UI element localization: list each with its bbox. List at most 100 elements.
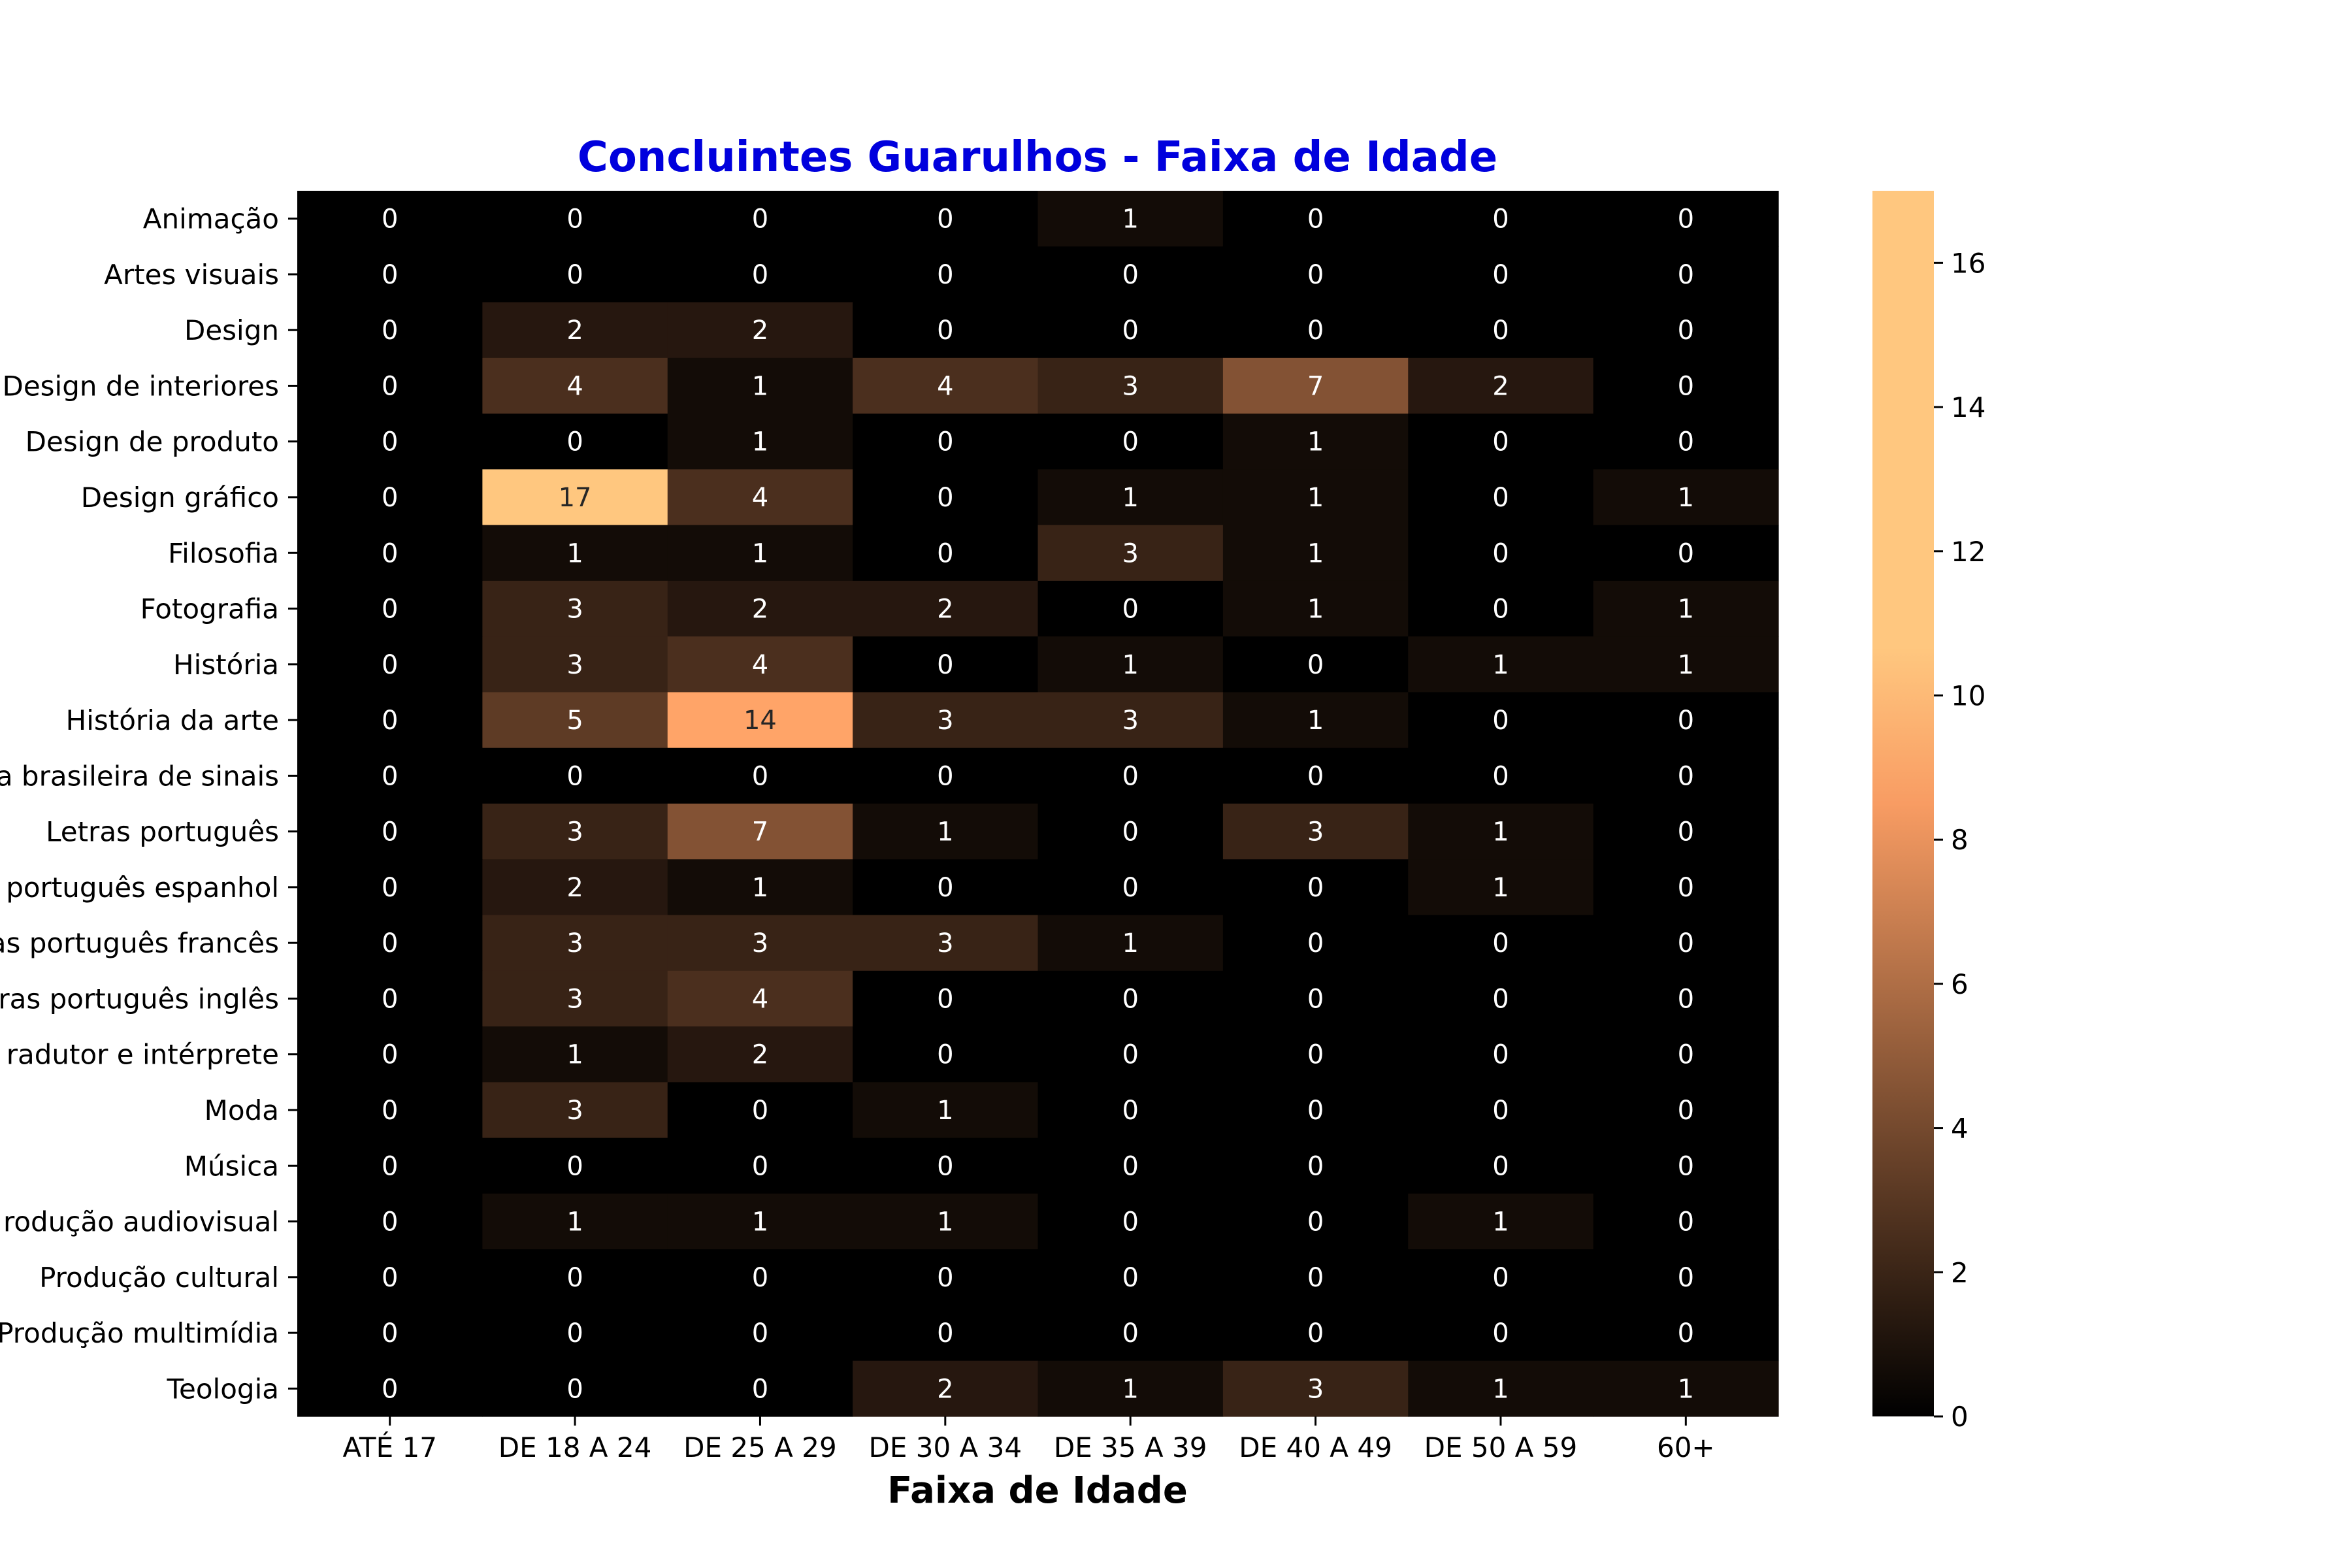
cell-value-label: 0: [1492, 595, 1509, 625]
y-axis: Animação Artes visuais Design Design de int…: [0, 203, 297, 1405]
cell-value-label: 0: [1122, 761, 1138, 791]
cell-value-label: 3: [566, 1096, 583, 1126]
cell-value-label: 2: [937, 1374, 953, 1404]
heatmap-cell: [1593, 1137, 1779, 1194]
heatmap-cell: [1222, 191, 1409, 247]
cell-value-label: 0: [1307, 928, 1324, 958]
heatmap-cell: [1408, 804, 1594, 860]
heatmap-cell: [297, 525, 483, 581]
cell-value-label: 17: [559, 483, 592, 513]
cell-value-label: 4: [752, 483, 768, 513]
heatmap-cell: [1593, 191, 1779, 247]
heatmap-cell: [1408, 692, 1594, 749]
y-tick-label: Artes visuais: [104, 259, 279, 291]
cell-value-label: 0: [1678, 873, 1694, 903]
cell-value-label: 1: [1492, 650, 1509, 680]
heatmap-cell: [1222, 1026, 1409, 1083]
cell-value-label: 0: [382, 817, 398, 847]
cell-value-label: 0: [1492, 1040, 1509, 1070]
heatmap-cell: [1593, 414, 1779, 470]
x-tick-label: DE 30 A 34: [869, 1431, 1022, 1463]
colorbar: 0 2 4 6 8 10 12 14 16: [1872, 191, 1985, 1433]
cell-value-label: 0: [1122, 316, 1138, 346]
heatmap-cell: [853, 747, 1039, 804]
heatmap-cell: [1222, 246, 1409, 303]
heatmap-cell: [297, 747, 483, 804]
cell-value-label: 0: [1492, 761, 1509, 791]
heatmap-cell: [1593, 1193, 1779, 1250]
heatmap-cell: [297, 915, 483, 972]
heatmap-cell: [1408, 357, 1594, 414]
y-tick-label: Música: [184, 1150, 279, 1182]
cell-value-label: 0: [1307, 260, 1324, 290]
cell-value-label: 0: [382, 371, 398, 401]
colorbar-tick-label: 4: [1951, 1113, 1968, 1145]
heatmap-cell: [1222, 469, 1409, 526]
heatmap-cell: [853, 915, 1039, 972]
cell-value-label: 0: [1307, 204, 1324, 235]
heatmap-cell: [482, 804, 668, 860]
x-tick-label: DE 35 A 39: [1054, 1431, 1207, 1463]
cell-value-label: 0: [1678, 1151, 1694, 1181]
cell-value-label: 1: [1307, 538, 1324, 568]
cell-value-label: 0: [566, 1263, 583, 1293]
heatmap-cell: [482, 191, 668, 247]
cell-value-label: 0: [1678, 1096, 1694, 1126]
cell-value-label: 0: [1678, 1207, 1694, 1237]
heatmap-cell: [1222, 357, 1409, 414]
y-tick-label: Letras português: [46, 816, 279, 848]
cell-value-label: 0: [752, 1096, 768, 1126]
y-tick-label: Fotografia: [140, 593, 279, 625]
y-tick-label: História da arte: [66, 704, 279, 736]
cell-value-label: 0: [566, 1151, 583, 1181]
heatmap-cell: [667, 580, 853, 637]
heatmap-cell: [1037, 1193, 1224, 1250]
cell-value-label: 0: [752, 1318, 768, 1348]
heatmap-cell: [1408, 1082, 1594, 1139]
heatmap-cell: [297, 191, 483, 247]
heatmap-cell: [1593, 636, 1779, 693]
cell-value-label: 3: [752, 928, 768, 958]
cell-value-label: 1: [1678, 483, 1694, 513]
heatmap-cell: [1037, 1249, 1224, 1306]
cell-value-label: 0: [937, 483, 953, 513]
heatmap-cell: [853, 191, 1039, 247]
cell-value-label: 0: [382, 1318, 398, 1348]
cell-value-label: 3: [1122, 371, 1138, 401]
cell-value-label: 0: [937, 1040, 953, 1070]
cell-value-label: 0: [1307, 1151, 1324, 1181]
heatmap-cell: [853, 580, 1039, 637]
heatmap-cell: [1593, 246, 1779, 303]
cell-value-label: 0: [752, 204, 768, 235]
cell-value-label: 0: [1678, 928, 1694, 958]
heatmap-cell: [1408, 302, 1594, 359]
y-tick-label: Animação: [143, 203, 279, 235]
heatmap-cell: [1222, 804, 1409, 860]
y-tick-label: História: [173, 649, 279, 681]
cell-value-label: 0: [1492, 1151, 1509, 1181]
heatmap-cell: [1222, 1082, 1409, 1139]
cell-value-label: 0: [1492, 706, 1509, 736]
cell-value-label: 0: [382, 1207, 398, 1237]
cell-value-label: 1: [937, 1207, 953, 1237]
cell-value-label: 0: [937, 1263, 953, 1293]
heatmap-cell: [1037, 1305, 1224, 1362]
x-axis: ATÉ 17 DE 18 A 24 DE 25 A 29 DE 30 A 34 DE 3…: [342, 1416, 1715, 1463]
colorbar-tick-label: 10: [1951, 679, 1985, 711]
colorbar-tick-label: 12: [1951, 536, 1985, 568]
heatmap-cell: [853, 692, 1039, 749]
heatmap-cell: [1037, 1137, 1224, 1194]
y-tick-label: Filosofia: [168, 537, 279, 569]
cell-value-label: 0: [1122, 1096, 1138, 1126]
cell-value-label: 0: [382, 650, 398, 680]
heatmap-cell: [667, 915, 853, 972]
cell-value-label: 0: [937, 1318, 953, 1348]
heatmap-cell: [482, 1026, 668, 1083]
cell-value-label: 4: [752, 984, 768, 1014]
heatmap-cell: [1408, 246, 1594, 303]
heatmap-cell: [1408, 970, 1594, 1027]
cell-value-label: 0: [382, 427, 398, 457]
cell-value-label: 0: [752, 1374, 768, 1404]
cell-value-label: 0: [382, 260, 398, 290]
